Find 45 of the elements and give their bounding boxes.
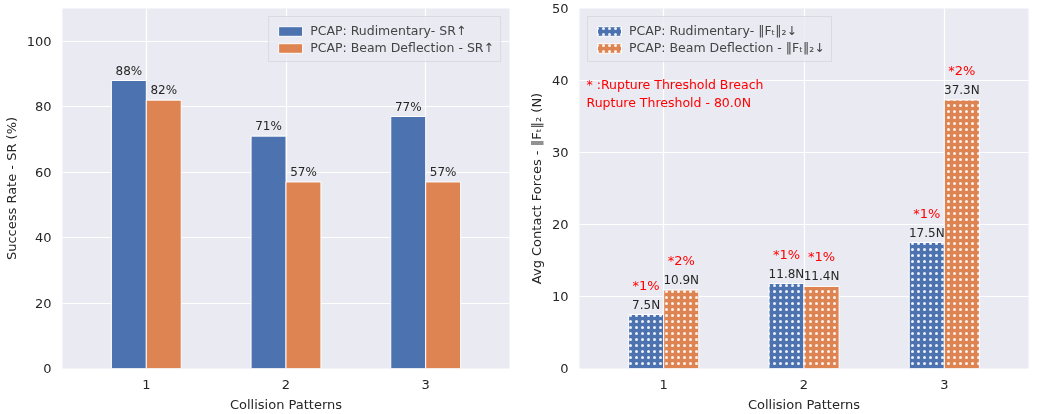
- y-tick-label: 60: [34, 164, 52, 180]
- y-tick-label: 50: [551, 1, 569, 16]
- annotation: *1%: [913, 205, 941, 221]
- data-label: 71%: [255, 119, 282, 134]
- y-tick-label: 0: [560, 361, 569, 376]
- y-tick-label: 0: [43, 361, 52, 376]
- data-label: 11.4N: [803, 269, 840, 284]
- annotation: *1%: [807, 249, 836, 265]
- annotation: *1%: [772, 246, 801, 262]
- data-label: 17.5N: [908, 225, 945, 240]
- data-label: 10.9N: [663, 273, 700, 288]
- y-tick-label: 40: [34, 230, 52, 246]
- y-axis-title: Success Rate - SR (%): [3, 116, 19, 261]
- legend-label: PCAP: Beam Deflection - ‖Fₜ‖₂↓: [629, 40, 825, 55]
- y-tick-label: 20: [551, 217, 569, 232]
- x-tick-label: 2: [281, 376, 291, 392]
- x-tick-label: 3: [421, 376, 430, 392]
- legend-label: PCAP: Beam Deflection - SR↑: [310, 40, 494, 55]
- x-tick-label: 3: [940, 376, 949, 392]
- data-label: 7.5N: [632, 297, 661, 312]
- x-axis-title: Collision Patterns: [229, 396, 343, 412]
- x-tick-label: 1: [142, 376, 151, 392]
- y-tick-label: 40: [551, 73, 569, 88]
- annotation: *2%: [667, 253, 695, 269]
- annotation: *2%: [948, 62, 976, 78]
- legend-label: PCAP: Rudimentary- SR↑: [310, 23, 467, 38]
- y-tick-label: 20: [34, 295, 52, 311]
- data-label: 82%: [150, 83, 178, 98]
- annotation: *1%: [632, 277, 660, 293]
- x-tick-label: 2: [799, 376, 809, 392]
- y-tick-label: 10: [551, 289, 569, 304]
- data-label: 77%: [394, 99, 422, 114]
- legend-label: PCAP: Rudimentary- ‖Fₜ‖₂↓: [629, 23, 798, 38]
- data-label: 88%: [115, 63, 143, 78]
- x-tick-label: 1: [659, 376, 668, 392]
- annotation: * :Rupture Threshold Breach Rupture Threshold - 80.0N: [586, 76, 764, 110]
- data-label: 57%: [290, 164, 317, 179]
- x-axis-title: Collision Patterns: [747, 396, 861, 412]
- y-tick-label: 30: [551, 145, 569, 160]
- y-tick-label: 80: [34, 99, 52, 115]
- data-label: 11.8N: [768, 266, 805, 281]
- data-label: 57%: [429, 164, 457, 179]
- y-tick-label: 100: [26, 33, 52, 49]
- y-axis-title: Avg Contact Forces - ‖Fₜ‖₂ (N): [528, 92, 544, 285]
- data-label: 37.3N: [944, 82, 980, 97]
